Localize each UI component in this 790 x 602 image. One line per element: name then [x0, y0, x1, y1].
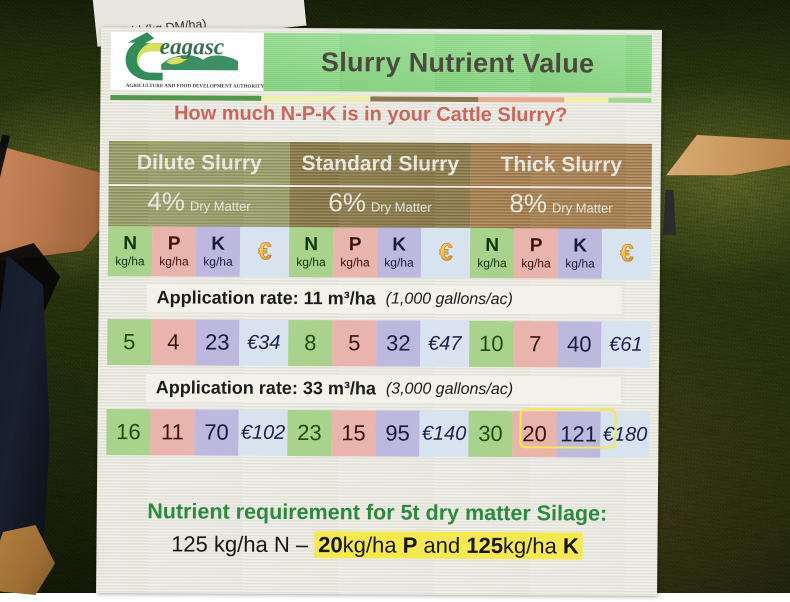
svg-text:€: € — [439, 239, 453, 266]
svg-text:€: € — [258, 238, 272, 265]
svg-text:AGRICULTURE AND FOOD DEVELOPME: AGRICULTURE AND FOOD DEVELOPMENT AUTHORI… — [126, 84, 264, 90]
svg-text:€: € — [620, 240, 634, 267]
svg-text:eagasc: eagasc — [160, 34, 225, 60]
